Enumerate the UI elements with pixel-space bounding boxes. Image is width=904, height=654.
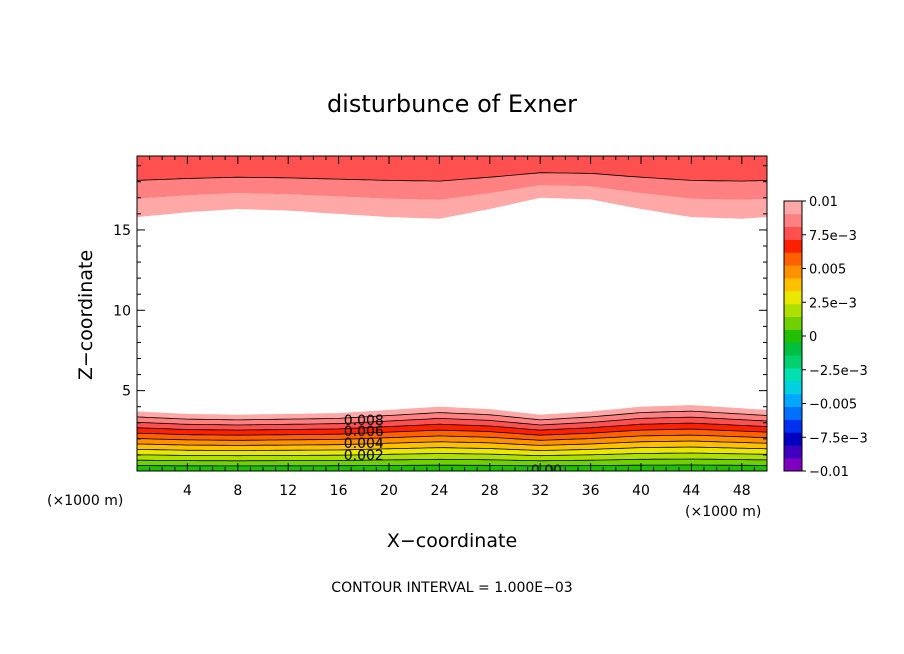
- colorbar-swatch: [784, 406, 802, 420]
- colorbar-label: 0.01: [809, 195, 838, 210]
- lower-band: [137, 447, 767, 456]
- contour-label: 0.008: [344, 413, 384, 429]
- colorbar-label: 7.5e−3: [809, 229, 857, 244]
- lower-band: [137, 417, 767, 431]
- colorbar-label: −0.005: [809, 398, 857, 413]
- x-unit-left: (×1000 m): [47, 493, 123, 509]
- x-tick-label: 40: [632, 483, 650, 499]
- x-unit-right: (×1000 m): [685, 504, 761, 520]
- colorbar-swatch: [784, 213, 802, 228]
- lower-band: [137, 405, 767, 420]
- y-tick-label: 15: [113, 223, 131, 239]
- colorbar-label: −7.5e−3: [809, 431, 868, 446]
- chart-title: disturbunce of Exner: [327, 90, 577, 118]
- colorbar-swatch: [784, 201, 802, 215]
- colorbar-swatch: [784, 342, 802, 356]
- colorbar-swatch: [784, 278, 802, 292]
- contour-line: [137, 434, 767, 441]
- x-tick-label: 4: [183, 483, 192, 499]
- colorbar-swatch: [784, 419, 802, 433]
- x-tick-label: 28: [481, 483, 499, 499]
- x-axis-ticks: 4 8 12 16 20 24 28 32 36 40 44 48: [136, 156, 768, 499]
- colorbar-swatch: [784, 368, 802, 382]
- colorbar-swatch: [784, 445, 802, 459]
- x-tick-label: 32: [531, 483, 549, 499]
- colorbar-label: −0.01: [809, 465, 849, 480]
- y-axis-ticks: 5 10 15: [113, 165, 767, 472]
- colorbar-swatch: [784, 239, 802, 253]
- upper-band: [137, 156, 767, 182]
- colorbar-swatch: [784, 329, 802, 343]
- colorbar-swatch: [784, 316, 802, 330]
- contour-label: 0.004: [344, 436, 384, 452]
- contour-line: [137, 452, 767, 457]
- colorbar-swatch: [784, 226, 802, 240]
- colorbar-swatch: [784, 355, 802, 369]
- y-axis-label: Z−coordinate: [75, 250, 97, 380]
- upper-band: [137, 172, 767, 200]
- contour-label: 0.002: [344, 448, 384, 464]
- contour-line: [137, 416, 767, 426]
- colorbar-label: 2.5e−3: [809, 296, 857, 311]
- contour-line: [137, 464, 767, 467]
- colorbar: 0.01 7.5e−3 0.005 2.5e−3 0 −2.5e−3 −0.005 −7.5e…: [783, 195, 868, 480]
- colorbar-label: 0.005: [809, 263, 846, 278]
- y-tick-label: 5: [122, 384, 131, 400]
- colorbar-swatch: [784, 252, 802, 266]
- colorbar-swatch: [784, 432, 802, 446]
- contour-line: [137, 172, 767, 182]
- x-tick-label: 24: [430, 483, 448, 499]
- contour-line: [137, 410, 767, 421]
- upper-band: [137, 185, 767, 219]
- contour-line: [137, 446, 767, 451]
- x-tick-label: 16: [330, 483, 348, 499]
- colorbar-swatch: [784, 303, 802, 318]
- y-tick-label: 10: [113, 303, 131, 319]
- colorbar-swatch: [784, 291, 802, 305]
- contour-label: 0.00: [531, 463, 562, 479]
- colorbar-label: −2.5e−3: [809, 364, 868, 379]
- x-tick-label: 8: [233, 483, 242, 499]
- colorbar-swatch: [784, 265, 802, 279]
- x-tick-label: 12: [279, 483, 297, 499]
- colorbar-swatch: [784, 458, 802, 472]
- x-tick-label: 20: [380, 483, 398, 499]
- lower-band: [137, 453, 767, 461]
- contour-line: [137, 458, 767, 462]
- x-tick-label: 48: [733, 483, 751, 499]
- lower-band: [137, 423, 767, 436]
- contour-line: [137, 440, 767, 446]
- x-tick-label: 44: [682, 483, 700, 499]
- colorbar-swatch: [784, 381, 802, 395]
- colorbar-swatch: [784, 393, 802, 408]
- contour-line: [137, 422, 767, 431]
- contour-line: [137, 428, 767, 436]
- x-tick-label: 36: [582, 483, 600, 499]
- lower-band: [137, 411, 767, 425]
- colorbar-label: 0: [809, 330, 817, 345]
- contour-label: 0.006: [344, 424, 384, 440]
- contour-interval-note: CONTOUR INTERVAL = 1.000E−03: [331, 580, 572, 596]
- x-axis-label: X−coordinate: [387, 530, 517, 552]
